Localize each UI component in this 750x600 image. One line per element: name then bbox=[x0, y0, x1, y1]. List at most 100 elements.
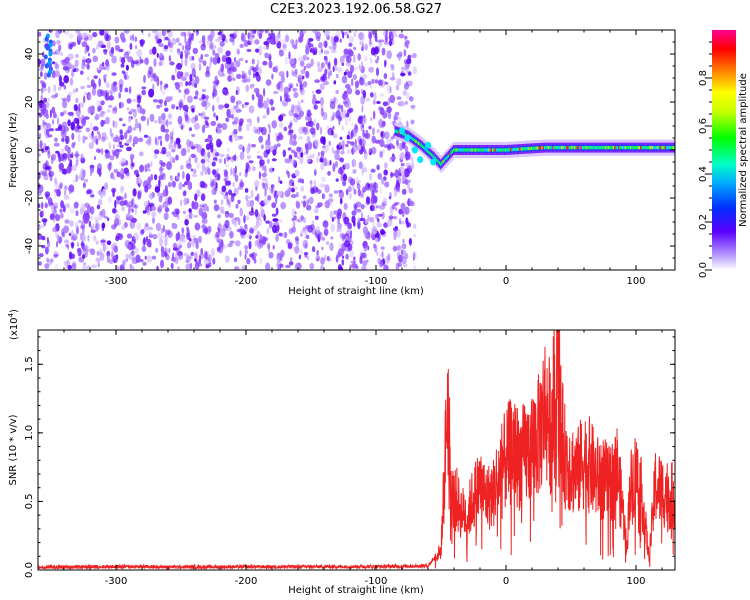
y-tick-label: 1.5 bbox=[24, 356, 35, 372]
signal-core bbox=[611, 146, 615, 150]
noise-cell bbox=[266, 97, 270, 103]
noise-cell bbox=[95, 257, 101, 263]
signal-core bbox=[542, 146, 546, 150]
signal-core bbox=[447, 154, 451, 158]
noise-cell bbox=[73, 88, 76, 93]
noise-cell bbox=[156, 265, 159, 270]
signal-core bbox=[412, 137, 416, 141]
signal-core bbox=[424, 147, 427, 151]
noise-cell bbox=[293, 160, 297, 165]
noise-cell bbox=[279, 263, 284, 268]
noise-cell bbox=[393, 186, 399, 191]
noise-cell bbox=[346, 109, 350, 117]
noise-cell bbox=[261, 126, 267, 136]
noise-cell bbox=[64, 185, 68, 191]
noise-cell bbox=[400, 163, 405, 167]
noise-cell bbox=[382, 101, 389, 107]
noise-cell bbox=[374, 33, 378, 42]
noise-cell bbox=[187, 181, 193, 191]
noise-cell bbox=[389, 39, 392, 47]
signal-core bbox=[514, 147, 517, 151]
noise-cell bbox=[298, 126, 305, 135]
noise-cell bbox=[302, 54, 307, 61]
noise-cell bbox=[58, 156, 62, 163]
signal-core bbox=[612, 146, 616, 150]
noise-cell bbox=[267, 242, 271, 250]
noise-cell bbox=[323, 50, 330, 55]
noise-cell bbox=[83, 262, 86, 266]
noise-cell bbox=[146, 208, 151, 216]
noise-cell bbox=[236, 100, 243, 105]
noise-cell bbox=[259, 235, 264, 241]
noise-cell bbox=[80, 203, 86, 212]
noise-cell bbox=[133, 232, 139, 242]
noise-cell bbox=[398, 254, 403, 263]
colorbar-tick-label: 0.4 bbox=[698, 166, 709, 182]
noise-cell bbox=[191, 32, 194, 41]
noise-cell bbox=[115, 265, 120, 270]
signal-core bbox=[560, 146, 564, 150]
signal-core bbox=[537, 146, 540, 150]
noise-cell bbox=[53, 84, 56, 93]
signal-core bbox=[525, 147, 529, 151]
signal-core bbox=[486, 148, 490, 152]
noise-cell bbox=[306, 199, 309, 206]
noise-cell bbox=[44, 166, 51, 170]
x-tick-label: -100 bbox=[365, 276, 388, 287]
noise-cell bbox=[140, 39, 144, 47]
noise-cell bbox=[70, 121, 76, 131]
noise-cell bbox=[97, 198, 103, 206]
noise-cell bbox=[363, 245, 368, 252]
signal-core bbox=[523, 147, 526, 151]
noise-cell bbox=[74, 125, 78, 133]
signal-core bbox=[538, 146, 542, 150]
noise-cell bbox=[361, 105, 364, 113]
noise-cell bbox=[342, 233, 346, 239]
noise-cell bbox=[288, 179, 295, 187]
noise-cell bbox=[220, 210, 225, 214]
noise-cell bbox=[355, 265, 359, 270]
noise-cell bbox=[314, 139, 320, 148]
signal-core bbox=[476, 148, 479, 152]
noise-cell bbox=[322, 111, 328, 121]
noise-cell bbox=[80, 70, 84, 75]
noise-cell bbox=[297, 106, 302, 112]
noise-cell bbox=[354, 86, 358, 91]
noise-cell bbox=[161, 30, 165, 36]
noise-cell bbox=[180, 148, 187, 157]
noise-cell bbox=[293, 133, 297, 141]
noise-cell bbox=[229, 107, 236, 115]
noise-cell bbox=[342, 145, 345, 151]
noise-cell bbox=[160, 139, 163, 147]
noise-cell bbox=[118, 101, 122, 110]
noise-cell bbox=[299, 60, 305, 67]
signal-core bbox=[450, 151, 453, 155]
noise-cell bbox=[76, 242, 80, 247]
noise-cell bbox=[271, 120, 278, 129]
noise-cell bbox=[309, 180, 313, 185]
colorbar-tick-label: 0.0 bbox=[698, 262, 709, 278]
noise-cell bbox=[144, 164, 148, 173]
noise-cell bbox=[380, 177, 385, 185]
signal-core bbox=[492, 148, 495, 152]
noise-cell bbox=[383, 41, 390, 45]
noise-cell bbox=[47, 259, 53, 266]
noise-cell bbox=[352, 54, 356, 63]
noise-cell bbox=[298, 36, 303, 43]
noise-cell bbox=[62, 99, 68, 109]
noise-cell bbox=[291, 63, 296, 69]
noise-cell bbox=[210, 30, 215, 39]
noise-cell bbox=[156, 40, 160, 45]
noise-cell bbox=[230, 70, 234, 80]
noise-cell bbox=[71, 41, 76, 47]
noise-cell bbox=[235, 105, 240, 114]
noise-cell bbox=[167, 113, 174, 121]
signal-core bbox=[436, 158, 439, 162]
noise-cell bbox=[376, 55, 380, 61]
noise-cell bbox=[319, 158, 324, 163]
noise-cell bbox=[220, 239, 224, 248]
noise-cell bbox=[93, 75, 98, 79]
noise-cell bbox=[249, 118, 253, 127]
noise-cell bbox=[299, 81, 303, 90]
noise-cell bbox=[194, 143, 199, 149]
